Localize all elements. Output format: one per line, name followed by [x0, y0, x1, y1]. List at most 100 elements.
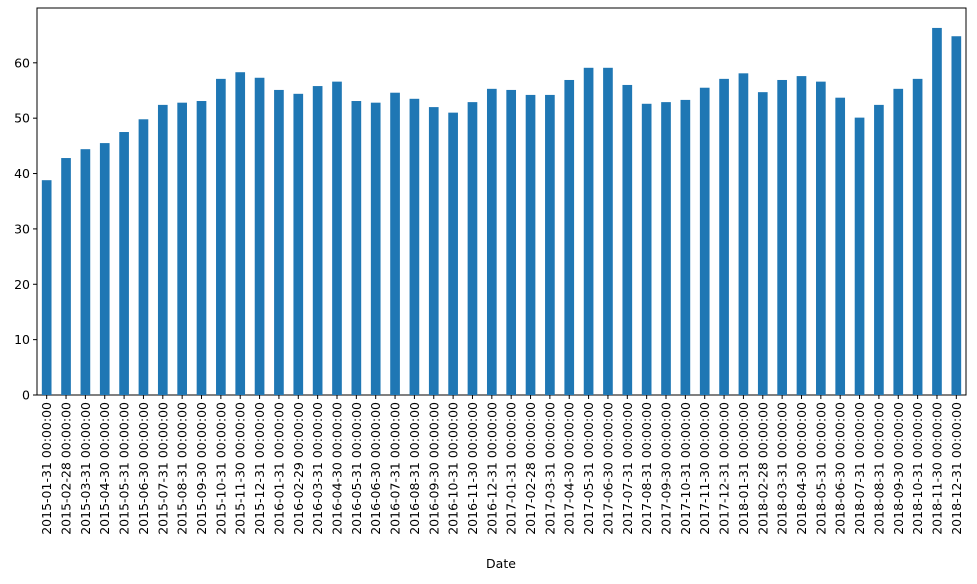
bar: [80, 149, 91, 395]
x-tick-label: 2017-07-31 00:00:00: [620, 402, 635, 535]
bar: [835, 97, 846, 396]
x-tick-label: 2015-04-30 00:00:00: [97, 402, 112, 535]
bar: [138, 119, 149, 395]
x-tick-label: 2015-09-30 00:00:00: [194, 402, 209, 535]
bar: [816, 81, 826, 395]
x-tick-label: 2018-11-30 00:00:00: [929, 402, 944, 535]
x-tick-label: 2015-07-31 00:00:00: [155, 402, 170, 535]
y-tick-label: 60: [14, 55, 30, 70]
bar: [661, 102, 671, 395]
x-tick-label: 2018-04-30 00:00:00: [794, 402, 809, 535]
bar: [680, 99, 691, 395]
bar: [41, 180, 52, 395]
bar: [448, 112, 458, 395]
bar: [467, 102, 478, 395]
y-tick-label: 30: [14, 221, 30, 236]
bar: [951, 36, 962, 395]
bar: [622, 84, 633, 395]
bar: [486, 88, 497, 396]
x-tick-label: 2017-03-31 00:00:00: [542, 402, 557, 535]
bar: [216, 78, 226, 396]
x-tick-label: 2015-12-31 00:00:00: [252, 402, 267, 535]
x-tick-label: 2018-06-30 00:00:00: [833, 402, 848, 535]
x-tick-label: 2015-10-31 00:00:00: [213, 402, 228, 535]
x-tick-label: 2015-11-30 00:00:00: [233, 402, 248, 535]
bar: [757, 92, 768, 395]
bar: [603, 67, 613, 395]
bar: [777, 79, 787, 396]
x-tick-label: 2016-06-30 00:00:00: [368, 402, 383, 535]
bar: [564, 79, 575, 396]
bar: [719, 78, 729, 396]
bar: [370, 102, 381, 395]
bar: [99, 143, 110, 395]
bar: [119, 132, 129, 396]
x-tick-label: 2018-08-31 00:00:00: [871, 402, 886, 535]
bar: [545, 94, 555, 396]
bar: [893, 88, 904, 396]
y-tick-label: 0: [22, 388, 30, 403]
x-tick-label: 2015-02-28 00:00:00: [59, 402, 74, 535]
bar: [738, 73, 749, 395]
x-tick-label: 2018-07-31 00:00:00: [852, 402, 867, 535]
x-tick-label: 2018-12-31 00:00:00: [949, 402, 964, 535]
x-tick-label: 2017-06-30 00:00:00: [600, 402, 615, 535]
x-tick-label: 2016-09-30 00:00:00: [426, 402, 441, 535]
x-tick-label: 2016-08-31 00:00:00: [407, 402, 422, 535]
bar: [525, 94, 536, 396]
y-tick-label: 10: [14, 332, 30, 347]
x-tick-label: 2017-10-31 00:00:00: [678, 402, 693, 535]
bar: [796, 76, 807, 396]
bar: [312, 86, 323, 395]
x-tick-label: 2016-12-31 00:00:00: [484, 402, 499, 535]
y-tick-label: 40: [14, 166, 30, 181]
x-tick-label: 2016-02-29 00:00:00: [291, 402, 306, 535]
bar: [390, 92, 400, 395]
x-tick-label: 2016-11-30 00:00:00: [465, 402, 480, 535]
bar: [351, 101, 362, 395]
bar: [196, 101, 207, 395]
bar: [874, 104, 884, 395]
x-tick-label: 2015-03-31 00:00:00: [78, 402, 93, 535]
bar: [699, 87, 710, 396]
x-tick-label: 2016-03-31 00:00:00: [310, 402, 325, 535]
x-tick-label: 2018-02-28 00:00:00: [755, 402, 770, 535]
bar: [409, 98, 420, 396]
bar: [254, 77, 265, 396]
bar: [912, 78, 923, 396]
x-tick-label: 2015-06-30 00:00:00: [136, 402, 151, 535]
x-tick-label: 2018-01-31 00:00:00: [736, 402, 751, 535]
bar: [641, 103, 652, 395]
bar: [583, 67, 594, 395]
x-tick-label: 2016-01-31 00:00:00: [271, 402, 286, 535]
x-tick-label: 2018-03-31 00:00:00: [775, 402, 790, 535]
x-tick-label: 2016-05-31 00:00:00: [349, 402, 364, 535]
plot-frame: [36, 7, 967, 396]
x-tick-label: 2018-05-31 00:00:00: [813, 402, 828, 535]
x-tick-label: 2016-07-31 00:00:00: [388, 402, 403, 535]
bar: [235, 72, 246, 395]
y-tick-label: 50: [14, 111, 30, 126]
bar: [293, 93, 304, 395]
x-tick-label: 2015-08-31 00:00:00: [175, 402, 190, 535]
x-tick-label: 2017-11-30 00:00:00: [697, 402, 712, 535]
bar: [274, 89, 284, 395]
x-tick-label: 2016-04-30 00:00:00: [329, 402, 344, 535]
x-tick-label: 2017-01-31 00:00:00: [504, 402, 519, 535]
y-tick-label: 20: [14, 277, 30, 292]
bar: [61, 158, 71, 395]
x-tick-label: 2017-02-28 00:00:00: [523, 402, 538, 535]
bar: [506, 89, 517, 395]
x-tick-label: 2017-08-31 00:00:00: [639, 402, 654, 535]
x-tick-label: 2017-05-31 00:00:00: [581, 402, 596, 535]
bar: [932, 27, 942, 395]
x-tick-label: 2015-01-31 00:00:00: [39, 402, 54, 535]
x-tick-label: 2015-05-31 00:00:00: [117, 402, 132, 535]
bar: [428, 107, 439, 396]
x-tick-label: 2018-10-31 00:00:00: [910, 402, 925, 535]
x-tick-label: 2018-09-30 00:00:00: [891, 402, 906, 535]
bar: [157, 104, 168, 395]
x-axis-label: Date: [486, 556, 516, 571]
x-tick-label: 2017-04-30 00:00:00: [562, 402, 577, 535]
